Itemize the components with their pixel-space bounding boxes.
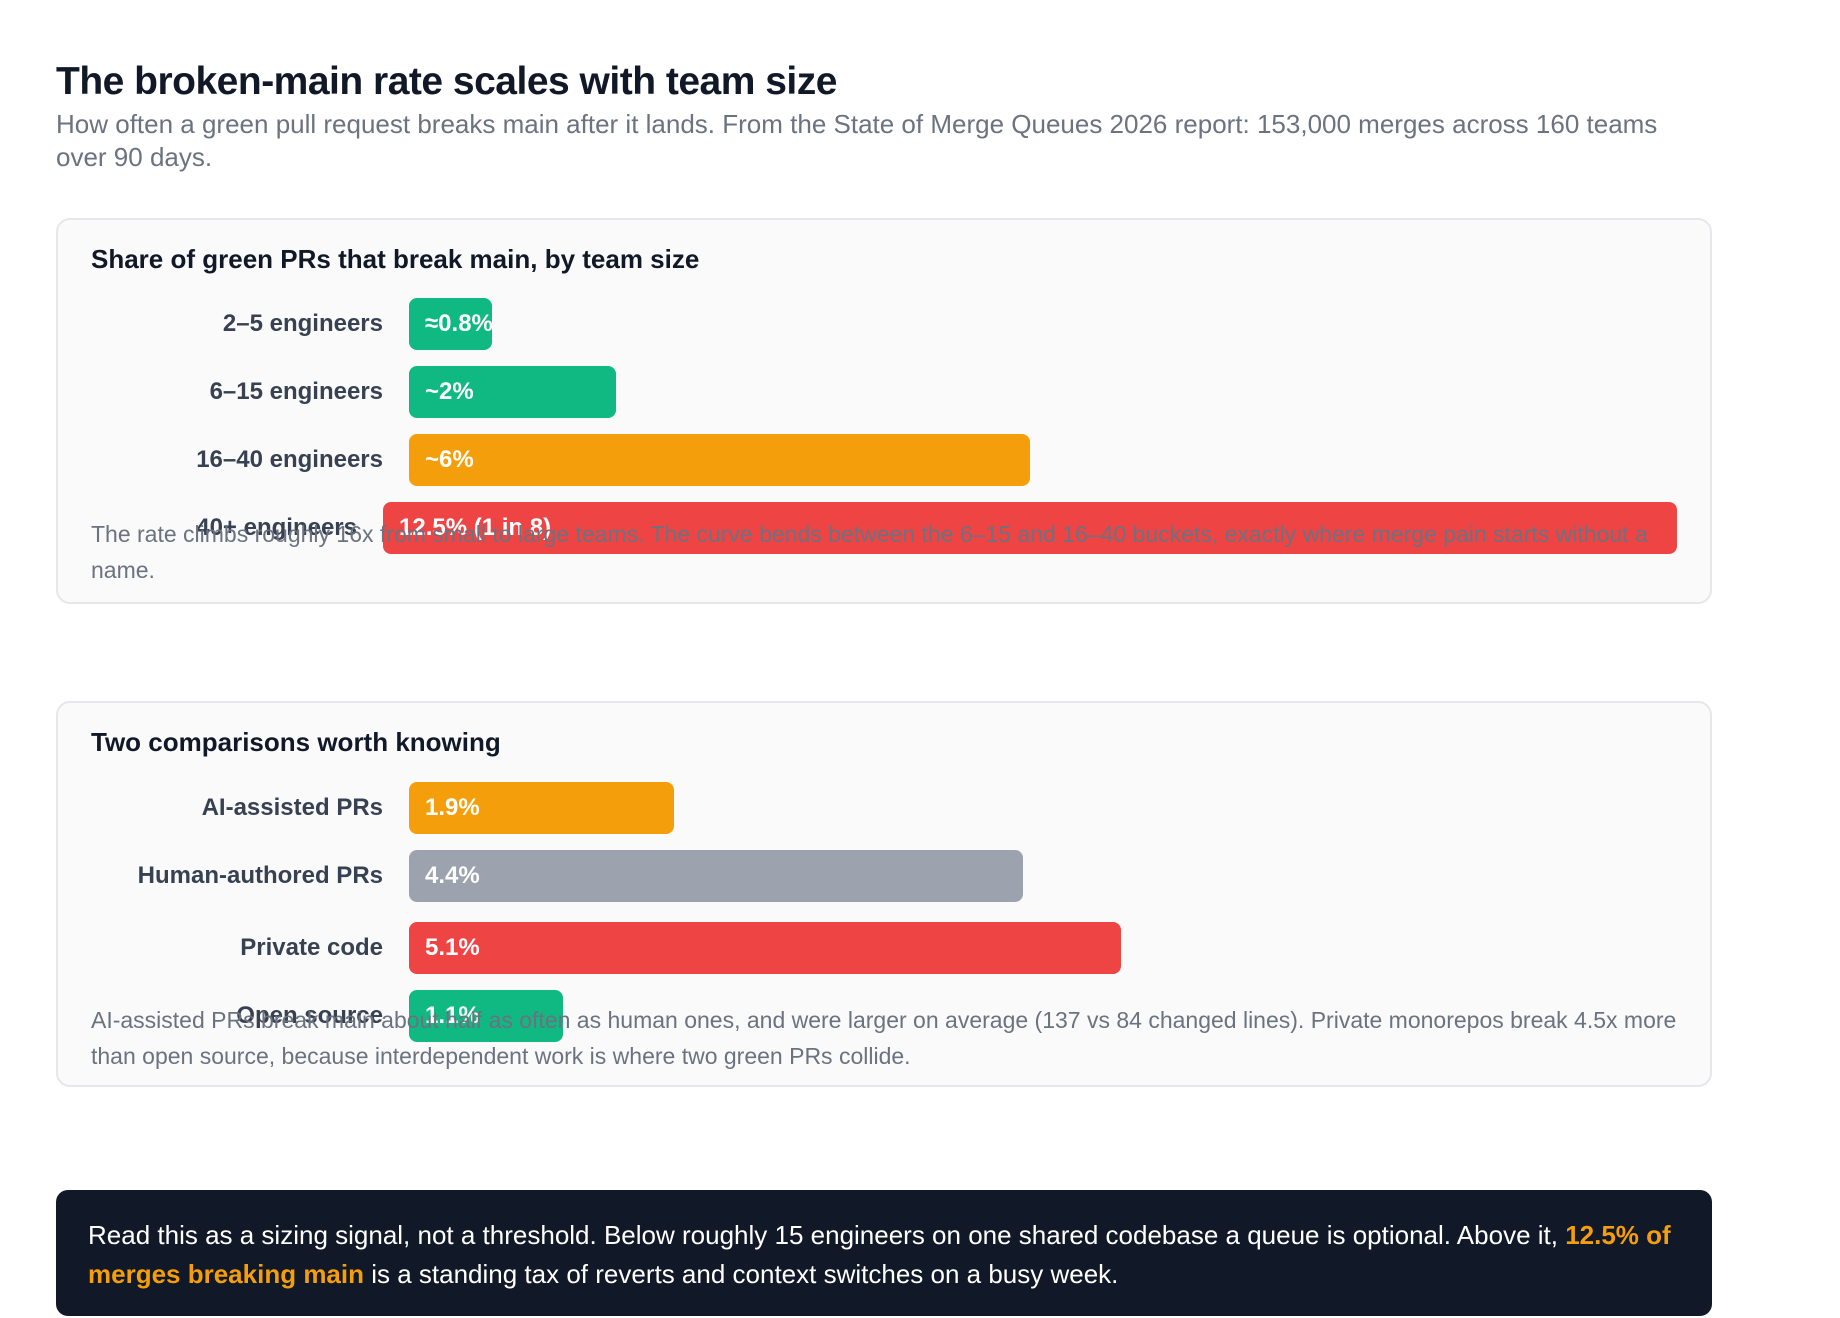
team-size-bar-value-label: 12.5% (1 in 8) (399, 514, 552, 541)
callout-text-before: Read this as a sizing signal, not a thre… (88, 1220, 1566, 1250)
team-size-bar-value-label: ~6% (425, 446, 474, 473)
page-subtitle: How often a green pull request breaks ma… (56, 109, 1658, 172)
comparison-bar-value-label: 1.9% (425, 794, 480, 821)
team-size-chart-title: Share of green PRs that break main, by t… (91, 244, 700, 274)
team-size-chart-card: Share of green PRs that break main, by t… (56, 218, 1712, 604)
comparisons-chart-card: Two comparisons worth knowing AI-assiste… (56, 701, 1712, 1087)
comparison-row-label: Human-authored PRs (137, 862, 383, 889)
callout-highlight: 12.5% of merges breaking main (88, 1220, 1671, 1289)
team-size-bar: ~6% (409, 434, 1030, 486)
comparisons-chart-note: AI-assisted PRs break main about half as… (91, 1007, 1677, 1069)
team-size-bar-value-label: ~2% (425, 378, 474, 405)
takeaway-callout: Read this as a sizing signal, not a thre… (56, 1190, 1712, 1316)
comparison-row-label: Private code (240, 934, 383, 961)
comparison-bar: 1.9% (409, 782, 674, 834)
comparison-bar-value-label: 1.1% (425, 1002, 480, 1029)
callout-text-after: is a standing tax of reverts and context… (364, 1259, 1119, 1289)
comparison-bar: 4.4% (409, 850, 1023, 902)
team-size-row-label: 40+ engineers (196, 514, 357, 541)
comparison-row-label: Open source (236, 1002, 383, 1029)
comparison-bar-value-label: 5.1% (425, 934, 480, 961)
team-size-bar-value-label: ≈0.8% (425, 310, 493, 337)
team-size-row-label: 2–5 engineers (222, 310, 383, 337)
comparison-row-label: AI-assisted PRs (201, 794, 383, 821)
comparison-bar: 5.1% (409, 922, 1121, 974)
team-size-row-label: 6–15 engineers (209, 378, 383, 405)
team-size-row-label: 16–40 engineers (196, 446, 383, 473)
comparison-bar: 1.1% (409, 990, 563, 1042)
team-size-bar: 12.5% (1 in 8) (383, 502, 1677, 554)
page-title: The broken-main rate scales with team si… (56, 60, 837, 103)
comparisons-chart-title: Two comparisons worth knowing (91, 727, 501, 757)
team-size-chart-note: The rate climbs roughly 16x from small t… (91, 521, 1648, 583)
comparison-bar-value-label: 4.4% (425, 862, 480, 889)
team-size-bar: ≈0.8% (409, 298, 493, 350)
page: The broken-main rate scales with team si… (56, 56, 1714, 1316)
team-size-bar: ~2% (409, 366, 616, 418)
